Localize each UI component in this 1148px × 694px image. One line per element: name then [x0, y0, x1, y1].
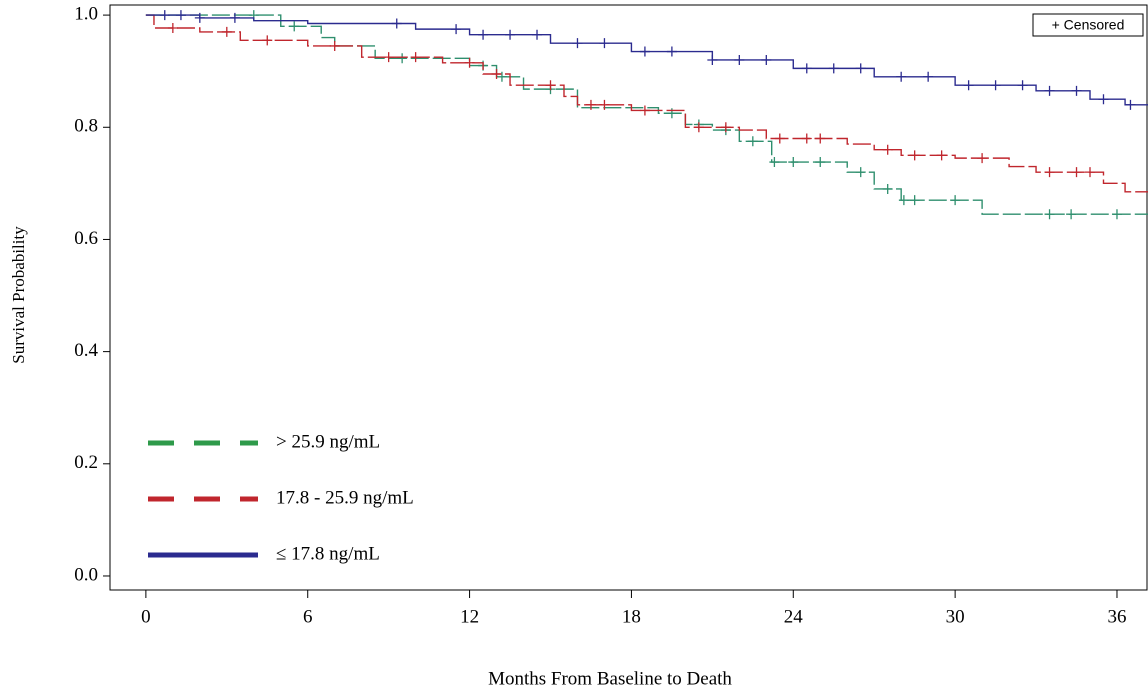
censor-mark: [855, 167, 866, 178]
legend-label: ≤ 17.8 ng/mL: [276, 543, 380, 564]
censor-mark: [194, 12, 205, 23]
censor-mark: [855, 63, 866, 74]
censor-mark: [639, 46, 650, 57]
censor-mark: [397, 53, 408, 64]
censor-mark: [815, 157, 826, 168]
censor-mark: [815, 133, 826, 144]
censor-mark: [329, 40, 340, 51]
legend-label: 17.8 - 25.9 ng/mL: [276, 487, 414, 508]
censor-mark: [289, 21, 300, 32]
censor-mark: [990, 80, 1001, 91]
censor-mark: [1098, 94, 1109, 105]
censor-mark: [545, 80, 556, 91]
censor-mark: [496, 71, 507, 82]
censor-mark: [977, 153, 988, 164]
x-tick-label: 0: [141, 606, 151, 627]
censor-mark: [572, 38, 583, 49]
x-tick-label: 12: [460, 606, 479, 627]
censor-mark: [693, 122, 704, 133]
y-tick-label: 0.6: [74, 228, 98, 249]
censor-mark: [769, 157, 780, 168]
survival-curve: [145, 14, 1148, 215]
censor-mark: [801, 133, 812, 144]
censor-mark: [599, 38, 610, 49]
censor-mark: [1125, 99, 1136, 110]
x-tick-label: 36: [1107, 606, 1126, 627]
survival-curve: [145, 14, 1148, 193]
censor-mark: [1044, 167, 1055, 178]
censor-mark: [923, 71, 934, 82]
x-tick-label: 30: [946, 606, 965, 627]
censor-mark: [167, 22, 178, 33]
censor-mark: [410, 52, 421, 63]
censor-mark: [747, 136, 758, 147]
censor-mark: [898, 195, 909, 206]
y-tick-label: 0.8: [74, 116, 98, 137]
x-axis-title: Months From Baseline to Death: [488, 668, 732, 689]
censor-mark: [1071, 85, 1082, 96]
plot-frame: [109, 4, 1148, 591]
censor-mark: [478, 29, 489, 40]
x-tick-label: 18: [622, 606, 641, 627]
censor-mark: [221, 26, 232, 37]
censor-mark: [532, 29, 543, 40]
censor-mark: [1111, 209, 1122, 220]
censor-mark: [451, 24, 462, 35]
censor-mark: [175, 10, 186, 21]
censor-mark: [707, 54, 718, 65]
censor-mark: [734, 54, 745, 65]
censored-legend: + Censored: [1052, 17, 1125, 33]
censor-mark: [1044, 209, 1055, 220]
survival-curve: [145, 14, 1148, 106]
censor-mark: [639, 105, 650, 116]
censor-mark: [1044, 85, 1055, 96]
x-tick-label: 24: [784, 606, 804, 627]
censor-mark: [882, 183, 893, 194]
censor-mark: [159, 10, 170, 21]
censor-mark: [963, 80, 974, 91]
censor-mark: [936, 150, 947, 161]
censor-mark: [882, 144, 893, 155]
legend-label: > 25.9 ng/mL: [276, 431, 380, 452]
y-tick-label: 0.4: [74, 340, 98, 361]
censor-mark: [505, 29, 516, 40]
y-tick-label: 0.0: [74, 564, 98, 585]
censor-mark: [229, 12, 240, 23]
censor-mark: [599, 99, 610, 110]
y-tick-label: 1.0: [74, 3, 98, 24]
censor-mark: [774, 133, 785, 144]
censor-mark: [666, 46, 677, 57]
censor-mark: [909, 195, 920, 206]
x-tick-label: 6: [303, 606, 313, 627]
censor-mark: [1071, 167, 1082, 178]
censor-mark: [585, 99, 596, 110]
censor-mark: [896, 71, 907, 82]
censored-legend-box: [1032, 13, 1144, 37]
censor-mark: [1017, 80, 1028, 91]
censor-mark: [801, 63, 812, 74]
censor-mark: [391, 18, 402, 29]
censor-mark: [909, 150, 920, 161]
censor-mark: [788, 157, 799, 168]
censor-mark: [828, 63, 839, 74]
y-axis-title: Survival Probability: [9, 226, 28, 364]
censor-mark: [464, 57, 475, 68]
censor-mark: [383, 52, 394, 63]
censor-mark: [491, 68, 502, 79]
censor-mark: [1066, 209, 1077, 220]
censor-mark: [1085, 167, 1095, 178]
censor-mark: [761, 54, 772, 65]
censor-mark: [950, 195, 961, 206]
censor-mark: [720, 122, 731, 133]
censor-mark: [262, 35, 273, 46]
y-tick-label: 0.2: [74, 452, 98, 473]
